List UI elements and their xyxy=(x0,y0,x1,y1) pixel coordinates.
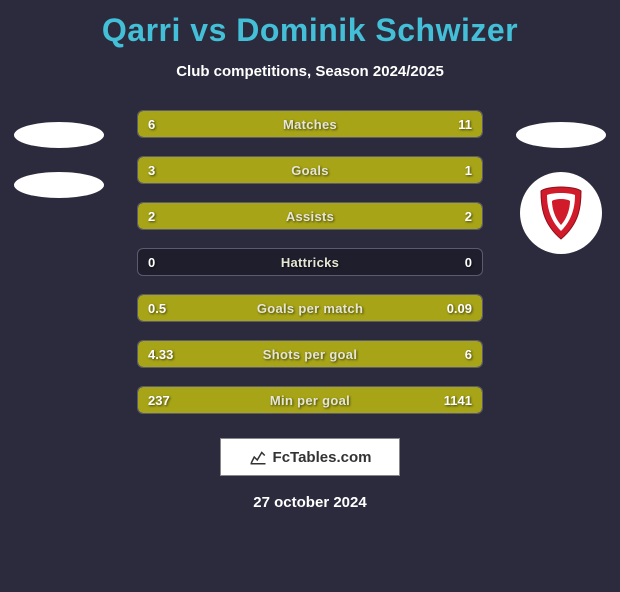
stat-value-left: 3 xyxy=(148,157,155,184)
stat-row: Assists2 2 xyxy=(137,202,483,230)
footer-brand[interactable]: FcTables.com xyxy=(220,438,400,476)
stat-label: Matches xyxy=(138,111,482,138)
left-player-badges xyxy=(14,122,104,198)
stat-value-right: 0 xyxy=(465,249,472,276)
stat-row: Hattricks0 0 xyxy=(137,248,483,276)
stat-value-left: 0 xyxy=(148,249,155,276)
stat-label: Goals xyxy=(138,157,482,184)
stat-value-left: 4.33 xyxy=(148,341,173,368)
stat-row: Goals per match0.5 0.09 xyxy=(137,294,483,322)
stat-value-right: 0.09 xyxy=(447,295,472,322)
footer-brand-text: FcTables.com xyxy=(273,449,372,466)
stat-row: Goals3 1 xyxy=(137,156,483,184)
stat-label: Hattricks xyxy=(138,249,482,276)
stat-label: Min per goal xyxy=(138,387,482,414)
stat-value-left: 237 xyxy=(148,387,170,414)
subtitle: Club competitions, Season 2024/2025 xyxy=(0,63,620,80)
player-logo-placeholder xyxy=(14,172,104,198)
stat-row: Shots per goal4.33 6 xyxy=(137,340,483,368)
stat-value-right: 2 xyxy=(465,203,472,230)
stat-label: Goals per match xyxy=(138,295,482,322)
right-player-badges xyxy=(516,122,606,254)
stat-value-left: 2 xyxy=(148,203,155,230)
stat-row: Min per goal237 1141 xyxy=(137,386,483,414)
stat-row: Matches6 11 xyxy=(137,110,483,138)
stats-list: Matches611Goals31Assists22Hattricks00Goa… xyxy=(137,110,483,414)
page-title: Qarri vs Dominik Schwizer xyxy=(0,12,620,49)
date: 27 october 2024 xyxy=(0,494,620,511)
stat-value-right: 6 xyxy=(465,341,472,368)
shield-icon xyxy=(537,185,585,241)
player-logo-placeholder xyxy=(14,122,104,148)
stat-label: Shots per goal xyxy=(138,341,482,368)
club-logo xyxy=(520,172,602,254)
stat-value-right: 1 xyxy=(465,157,472,184)
stat-value-right: 11 xyxy=(458,111,472,138)
stat-value-left: 6 xyxy=(148,111,155,138)
stat-value-left: 0.5 xyxy=(148,295,166,322)
stat-label: Assists xyxy=(138,203,482,230)
chart-icon xyxy=(249,448,267,466)
stat-value-right: 1141 xyxy=(444,387,472,414)
player-logo-placeholder xyxy=(516,122,606,148)
